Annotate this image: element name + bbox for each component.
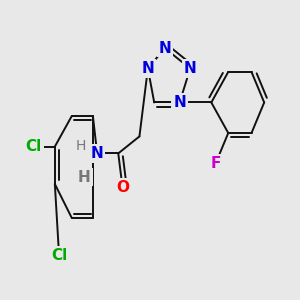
- Text: N: N: [142, 61, 154, 76]
- Text: Cl: Cl: [26, 139, 42, 154]
- Text: N: N: [158, 41, 171, 56]
- Text: H: H: [75, 139, 86, 153]
- Text: O: O: [116, 180, 129, 195]
- Text: H: H: [78, 170, 91, 185]
- Text: N: N: [173, 95, 186, 110]
- Text: F: F: [210, 156, 221, 171]
- Text: N: N: [184, 61, 197, 76]
- Text: Cl: Cl: [51, 248, 67, 263]
- Text: N: N: [91, 146, 103, 161]
